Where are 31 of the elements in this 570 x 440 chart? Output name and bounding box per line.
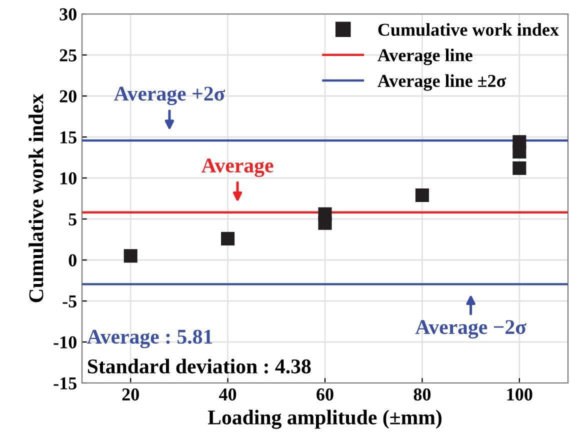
x-tick-label: 80 [414,388,431,401]
annotation: Average −2σ [415,320,526,339]
x-axis-title: Loading amplitude (±mm) [208,410,442,429]
x-tick-label: 20 [122,388,139,401]
y-tick-label: 25 [60,49,76,62]
point [512,161,526,175]
y-tick-label: 10 [60,172,76,184]
legend-label: Average line [378,48,472,66]
y-tick-label: -5 [62,295,76,308]
x-tick-label: 60 [316,388,334,401]
legend-label: Average line ±2σ [378,74,506,91]
y-tick-label: -15 [54,377,76,390]
point [318,216,332,230]
annotation: Average [201,158,274,177]
point [221,232,235,246]
annotation: Standard deviation : 4.38 [88,358,311,374]
point [124,249,138,263]
point [415,188,429,202]
y-axis-title: Cumulative work index [28,94,44,302]
y-tick-label: 30 [60,8,76,20]
x-tick-label: 40 [219,388,236,401]
y-tick-label: 5 [68,213,76,226]
y-tick-label: 15 [60,131,76,144]
y-tick-label: 20 [60,90,76,102]
annotation: Average +2σ [114,86,226,106]
legend-label: Cumulative work index [378,23,559,36]
point [512,144,526,159]
y-tick-label: 0 [68,254,76,266]
x-tick-label: 100 [507,388,532,401]
annotation: Average : 5.81 [87,330,212,348]
y-tick-label: -10 [54,336,76,348]
